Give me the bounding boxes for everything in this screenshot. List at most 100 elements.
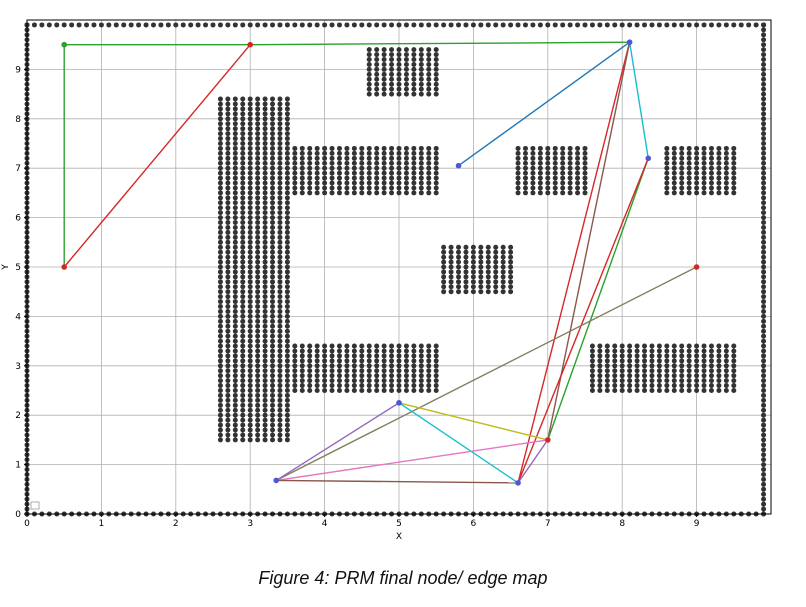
obstacle-point bbox=[418, 353, 424, 359]
obstacle-point bbox=[217, 348, 223, 354]
obstacle-point bbox=[262, 180, 268, 186]
obstacle-point bbox=[217, 244, 223, 250]
obstacle-point bbox=[411, 155, 417, 161]
obstacle-point bbox=[270, 437, 276, 443]
obstacle-point bbox=[716, 175, 722, 181]
obstacle-point bbox=[433, 373, 439, 379]
obstacle-point bbox=[277, 254, 283, 260]
obstacle-point bbox=[277, 437, 283, 443]
obstacle-point bbox=[708, 150, 714, 156]
obstacle-point bbox=[537, 190, 543, 196]
obstacle-point bbox=[418, 373, 424, 379]
obstacle-point bbox=[277, 239, 283, 245]
obstacle-point bbox=[329, 150, 335, 156]
obstacle-point bbox=[761, 160, 767, 166]
obstacle-point bbox=[686, 22, 692, 28]
obstacle-point bbox=[225, 96, 231, 102]
obstacle-point bbox=[679, 368, 685, 374]
obstacle-point bbox=[612, 368, 618, 374]
obstacle-point bbox=[284, 210, 290, 216]
obstacle-point bbox=[277, 116, 283, 122]
obstacle-point bbox=[217, 274, 223, 280]
obstacle-point bbox=[694, 343, 700, 349]
obstacle-point bbox=[456, 289, 462, 295]
roadmap-edge bbox=[275, 266, 697, 482]
obstacle-point bbox=[381, 61, 387, 67]
obstacle-point bbox=[284, 353, 290, 359]
obstacle-point bbox=[589, 22, 595, 28]
obstacle-point bbox=[225, 254, 231, 260]
obstacle-point bbox=[232, 269, 238, 275]
obstacle-point bbox=[255, 121, 261, 127]
obstacle-point bbox=[262, 141, 268, 146]
obstacle-point bbox=[508, 254, 514, 260]
obstacle-point bbox=[232, 427, 238, 433]
obstacle-point bbox=[761, 269, 767, 275]
obstacle-point bbox=[671, 160, 677, 166]
obstacle-point bbox=[255, 131, 261, 137]
obstacle-point bbox=[418, 52, 424, 58]
obstacle-point bbox=[731, 353, 737, 359]
obstacle-point bbox=[493, 269, 499, 275]
obstacle-point bbox=[664, 373, 670, 379]
obstacle-point bbox=[344, 378, 350, 384]
obstacle-point bbox=[217, 432, 223, 438]
obstacle-point bbox=[403, 160, 409, 166]
obstacle-point bbox=[270, 220, 276, 226]
obstacle-point bbox=[575, 185, 581, 191]
obstacle-point bbox=[277, 348, 283, 354]
obstacle-point bbox=[515, 170, 521, 176]
obstacle-point bbox=[351, 160, 357, 166]
obstacle-point bbox=[344, 180, 350, 186]
obstacle-point bbox=[262, 437, 268, 443]
obstacle-point bbox=[560, 175, 566, 181]
obstacle-point bbox=[299, 343, 305, 349]
obstacle-point bbox=[217, 402, 223, 408]
obstacle-point bbox=[403, 383, 409, 389]
obstacle-point bbox=[314, 368, 320, 374]
obstacle-point bbox=[582, 155, 588, 161]
obstacle-point bbox=[232, 343, 238, 349]
y-axis-label: Y bbox=[1, 264, 11, 271]
obstacle-point bbox=[403, 71, 409, 77]
obstacle-point bbox=[240, 220, 246, 226]
obstacle-point bbox=[247, 363, 253, 369]
obstacle-point bbox=[463, 249, 469, 255]
obstacle-point bbox=[515, 185, 521, 191]
obstacle-point bbox=[761, 452, 767, 458]
obstacle-point bbox=[694, 185, 700, 191]
obstacle-point bbox=[426, 185, 432, 191]
obstacle-point bbox=[225, 279, 231, 285]
obstacle-point bbox=[671, 175, 677, 181]
obstacle-point bbox=[225, 22, 231, 28]
obstacle-point bbox=[537, 22, 543, 28]
obstacle-point bbox=[217, 437, 223, 443]
obstacle-point bbox=[247, 383, 253, 389]
obstacle-point bbox=[761, 91, 767, 97]
obstacle-point bbox=[344, 358, 350, 364]
obstacle-point bbox=[225, 392, 231, 398]
obstacle-point bbox=[418, 383, 424, 389]
obstacle-point bbox=[374, 170, 380, 176]
obstacle-point bbox=[366, 57, 372, 63]
obstacle-point bbox=[240, 170, 246, 176]
obstacle-point bbox=[433, 22, 439, 28]
obstacle-point bbox=[723, 373, 729, 379]
obstacle-point bbox=[270, 363, 276, 369]
obstacle-point bbox=[664, 150, 670, 156]
obstacle-point bbox=[567, 170, 573, 176]
obstacle-point bbox=[262, 244, 268, 250]
obstacle-point bbox=[456, 279, 462, 285]
obstacle-point bbox=[158, 22, 164, 28]
obstacle-point bbox=[679, 155, 685, 161]
obstacle-point bbox=[679, 383, 685, 389]
obstacle-point bbox=[708, 378, 714, 384]
obstacle-point bbox=[381, 373, 387, 379]
obstacle-point bbox=[284, 348, 290, 354]
obstacle-point bbox=[232, 318, 238, 324]
obstacle-point bbox=[262, 343, 268, 349]
obstacle-point bbox=[426, 61, 432, 67]
obstacle-point bbox=[277, 106, 283, 112]
obstacle-point bbox=[575, 190, 581, 196]
obstacle-point bbox=[329, 170, 335, 176]
